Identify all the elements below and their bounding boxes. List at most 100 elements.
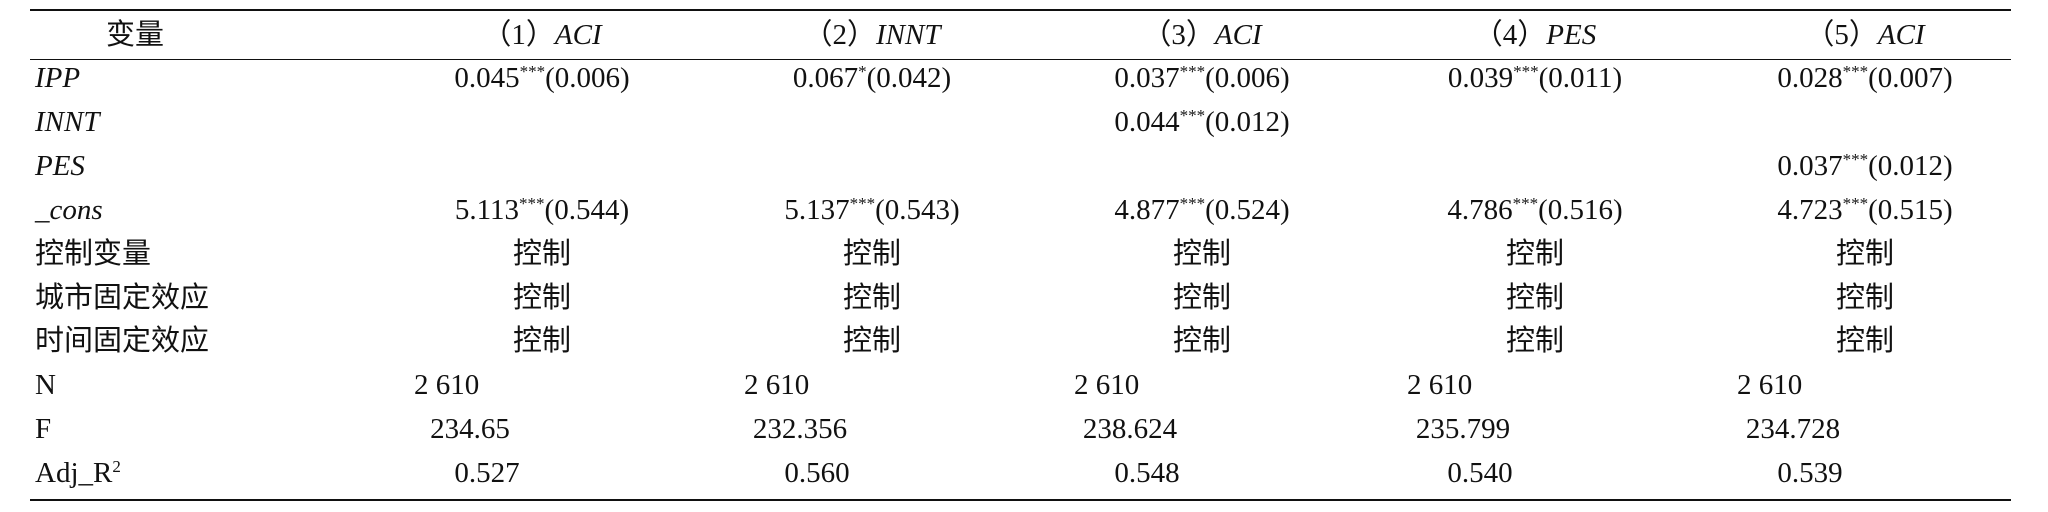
cell: 0.540 (1447, 457, 1513, 490)
coefficient: 0.037 (1777, 149, 1843, 182)
cell: 控制 (512, 325, 572, 358)
header-cell: （4）PES (1474, 13, 1596, 57)
label-text: Adj_R (35, 457, 113, 490)
cell: 控制 (842, 325, 902, 358)
cell: 0.039***(0.011) (1448, 56, 1622, 100)
cell: 0.539 (1777, 457, 1843, 490)
cell: 238.624 (1082, 413, 1178, 446)
label-superscript: 2 (112, 457, 121, 477)
significance-stars: *** (1513, 62, 1539, 81)
standard-error: (0.516) (1538, 193, 1623, 226)
coefficient: 0.067 (792, 62, 859, 94)
significance-stars: *** (1512, 193, 1539, 213)
header-cell: 变量 (105, 19, 165, 51)
significance-stars: *** (849, 193, 876, 213)
standard-error: (0.544) (544, 193, 630, 226)
cell: 2 610 (744, 369, 810, 402)
cell: 0.527 (454, 457, 520, 490)
cell: 控制 (1505, 237, 1565, 270)
row-label: Adj_R2 (35, 451, 121, 495)
cell: 2 610 (1407, 369, 1473, 402)
cell: 4.786***(0.516) (1447, 188, 1622, 232)
header-rule (30, 59, 2011, 60)
coefficient: 5.137 (784, 193, 850, 226)
cell: 控制 (1172, 281, 1232, 314)
coefficient: 0.045 (454, 62, 520, 94)
cell: 235.799 (1415, 413, 1511, 446)
bottom-rule (30, 499, 2011, 501)
coefficient: 4.786 (1447, 193, 1513, 226)
top-rule (30, 9, 2011, 11)
standard-error: (0.524) (1205, 193, 1290, 226)
coefficient: 4.723 (1777, 193, 1843, 226)
cell: 控制 (1172, 325, 1232, 358)
standard-error: (0.007) (1868, 62, 1953, 94)
standard-error: (0.042) (866, 62, 952, 94)
significance-stars: *** (519, 193, 545, 213)
significance-stars: * (858, 62, 867, 81)
significance-stars: *** (1842, 193, 1869, 213)
cell: 控制 (1835, 237, 1895, 270)
significance-stars: *** (519, 62, 546, 81)
row-label: IPP (35, 62, 81, 94)
cell: 控制 (842, 237, 902, 270)
coefficient: 4.877 (1114, 193, 1180, 226)
cell: 0.037***(0.012) (1777, 144, 1952, 188)
coefficient: 0.037 (1114, 62, 1180, 94)
row-label: 城市固定效应 (35, 281, 210, 314)
column-number: （5） (1805, 19, 1878, 51)
column-variable: ACI (1214, 19, 1262, 51)
header-cell: （1）ACI (482, 13, 601, 57)
cell: 2 610 (1737, 369, 1803, 402)
cell: 控制 (512, 281, 572, 314)
cell: 4.723***(0.515) (1777, 188, 1952, 232)
cell: 2 610 (1074, 369, 1140, 402)
column-variable: ACI (1877, 19, 1925, 51)
column-variable: PES (1546, 19, 1597, 51)
cell: 控制 (1172, 237, 1232, 270)
column-number: （4） (1473, 19, 1547, 51)
coefficient: 5.113 (454, 193, 520, 226)
cell: 控制 (1835, 281, 1895, 314)
standard-error: (0.515) (1868, 193, 1953, 226)
standard-error: (0.006) (545, 62, 630, 94)
standard-error: (0.012) (1868, 149, 1953, 182)
row-label: 时间固定效应 (35, 325, 210, 358)
cell: 0.037***(0.006) (1114, 56, 1289, 100)
cell: 0.067*(0.042) (793, 56, 951, 100)
cell: 0.548 (1114, 457, 1180, 490)
significance-stars: *** (1179, 105, 1206, 125)
row-label: PES (35, 149, 85, 182)
cell: 0.045***(0.006) (454, 56, 629, 100)
cell: 0.560 (784, 457, 850, 490)
cell: 0.044***(0.012) (1114, 100, 1289, 144)
row-label: _cons (35, 193, 103, 226)
cell: 控制 (1835, 325, 1895, 358)
standard-error: (0.012) (1205, 105, 1290, 138)
cell: 5.113***(0.544) (455, 188, 629, 232)
cell: 4.877***(0.524) (1114, 188, 1289, 232)
column-variable: INNT (876, 19, 941, 51)
standard-error: (0.011) (1538, 62, 1623, 94)
row-label: F (35, 413, 52, 446)
column-number: （1） (482, 19, 555, 51)
standard-error: (0.006) (1205, 62, 1290, 94)
significance-stars: *** (1179, 193, 1206, 213)
cell: 控制 (1505, 325, 1565, 358)
cell: 232.356 (752, 413, 848, 446)
column-number: （3） (1142, 19, 1215, 51)
cell: 234.65 (430, 413, 510, 446)
header-cell: （2）INNT (804, 13, 941, 57)
header-cell: （5）ACI (1805, 13, 1924, 57)
coefficient: 0.028 (1777, 62, 1843, 94)
significance-stars: *** (1179, 62, 1206, 81)
coefficient: 0.039 (1447, 62, 1514, 94)
row-label: 控制变量 (35, 237, 152, 270)
cell: 控制 (1505, 281, 1565, 314)
row-label: INNT (35, 105, 100, 138)
column-number: （2） (803, 19, 877, 51)
standard-error: (0.543) (875, 193, 960, 226)
cell: 控制 (842, 281, 902, 314)
cell: 控制 (512, 237, 572, 270)
